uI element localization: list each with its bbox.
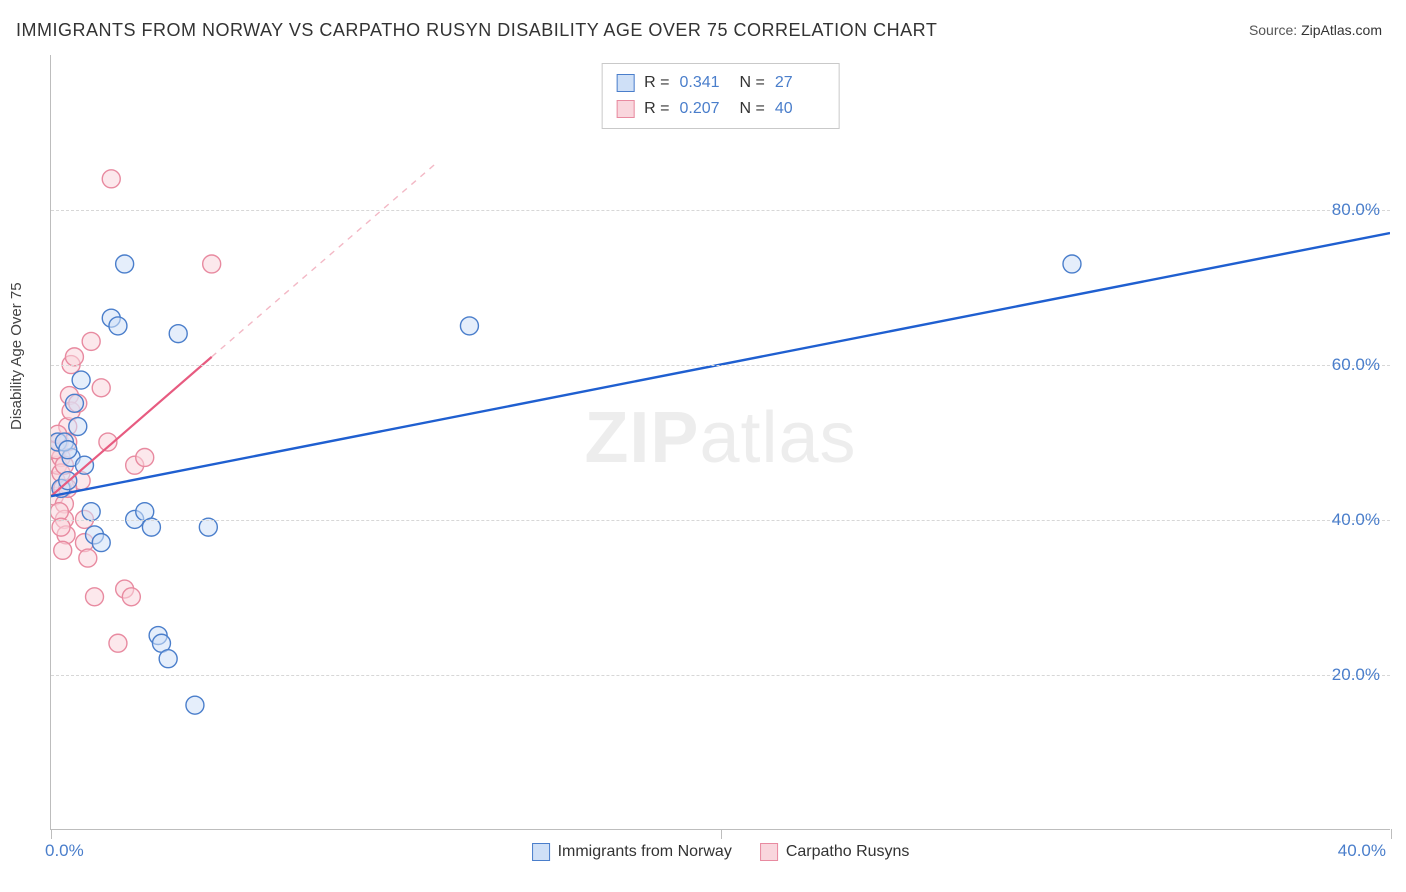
- x-tick: [721, 829, 722, 839]
- source-attribution: Source: ZipAtlas.com: [1249, 22, 1382, 38]
- x-tick: [51, 829, 52, 839]
- gridline: [51, 365, 1390, 366]
- scatter-svg: [51, 55, 1390, 829]
- y-tick-label: 40.0%: [1332, 510, 1380, 530]
- legend-item-pink: Carpatho Rusyns: [760, 843, 910, 861]
- n-value-blue: 27: [775, 70, 825, 96]
- legend-item-blue: Immigrants from Norway: [532, 843, 732, 861]
- y-axis-label: Disability Age Over 75: [8, 282, 25, 430]
- legend-label-blue: Immigrants from Norway: [558, 843, 732, 861]
- swatch-blue-icon: [532, 843, 550, 861]
- series-legend: Immigrants from Norway Carpatho Rusyns: [532, 843, 910, 861]
- y-tick-label: 60.0%: [1332, 355, 1380, 375]
- watermark: ZIPatlas: [584, 397, 856, 479]
- correlation-row-blue: R = 0.341 N = 27: [616, 70, 825, 96]
- chart-title: IMMIGRANTS FROM NORWAY VS CARPATHO RUSYN…: [16, 20, 937, 41]
- swatch-pink-icon: [616, 100, 634, 118]
- watermark-bold: ZIP: [584, 398, 699, 478]
- y-tick-label: 80.0%: [1332, 200, 1380, 220]
- r-label: R =: [644, 70, 669, 96]
- r-value-pink: 0.207: [680, 96, 730, 122]
- gridline: [51, 210, 1390, 211]
- n-value-pink: 40: [775, 96, 825, 122]
- y-tick-label: 20.0%: [1332, 665, 1380, 685]
- legend-label-pink: Carpatho Rusyns: [786, 843, 910, 861]
- swatch-blue-icon: [616, 74, 634, 92]
- r-value-blue: 0.341: [680, 70, 730, 96]
- source-value: ZipAtlas.com: [1301, 22, 1382, 38]
- correlation-legend: R = 0.341 N = 27 R = 0.207 N = 40: [601, 63, 840, 129]
- swatch-pink-icon: [760, 843, 778, 861]
- n-label: N =: [740, 96, 765, 122]
- x-tick-left: 0.0%: [45, 841, 84, 861]
- gridline: [51, 675, 1390, 676]
- source-label: Source:: [1249, 22, 1297, 38]
- n-label: N =: [740, 70, 765, 96]
- chart-container: IMMIGRANTS FROM NORWAY VS CARPATHO RUSYN…: [0, 0, 1406, 892]
- correlation-row-pink: R = 0.207 N = 40: [616, 96, 825, 122]
- gridline: [51, 520, 1390, 521]
- x-tick: [1391, 829, 1392, 839]
- x-tick-right: 40.0%: [1338, 841, 1386, 861]
- plot-area: ZIPatlas R = 0.341 N = 27 R = 0.207 N = …: [50, 55, 1390, 830]
- r-label: R =: [644, 96, 669, 122]
- watermark-rest: atlas: [699, 398, 856, 478]
